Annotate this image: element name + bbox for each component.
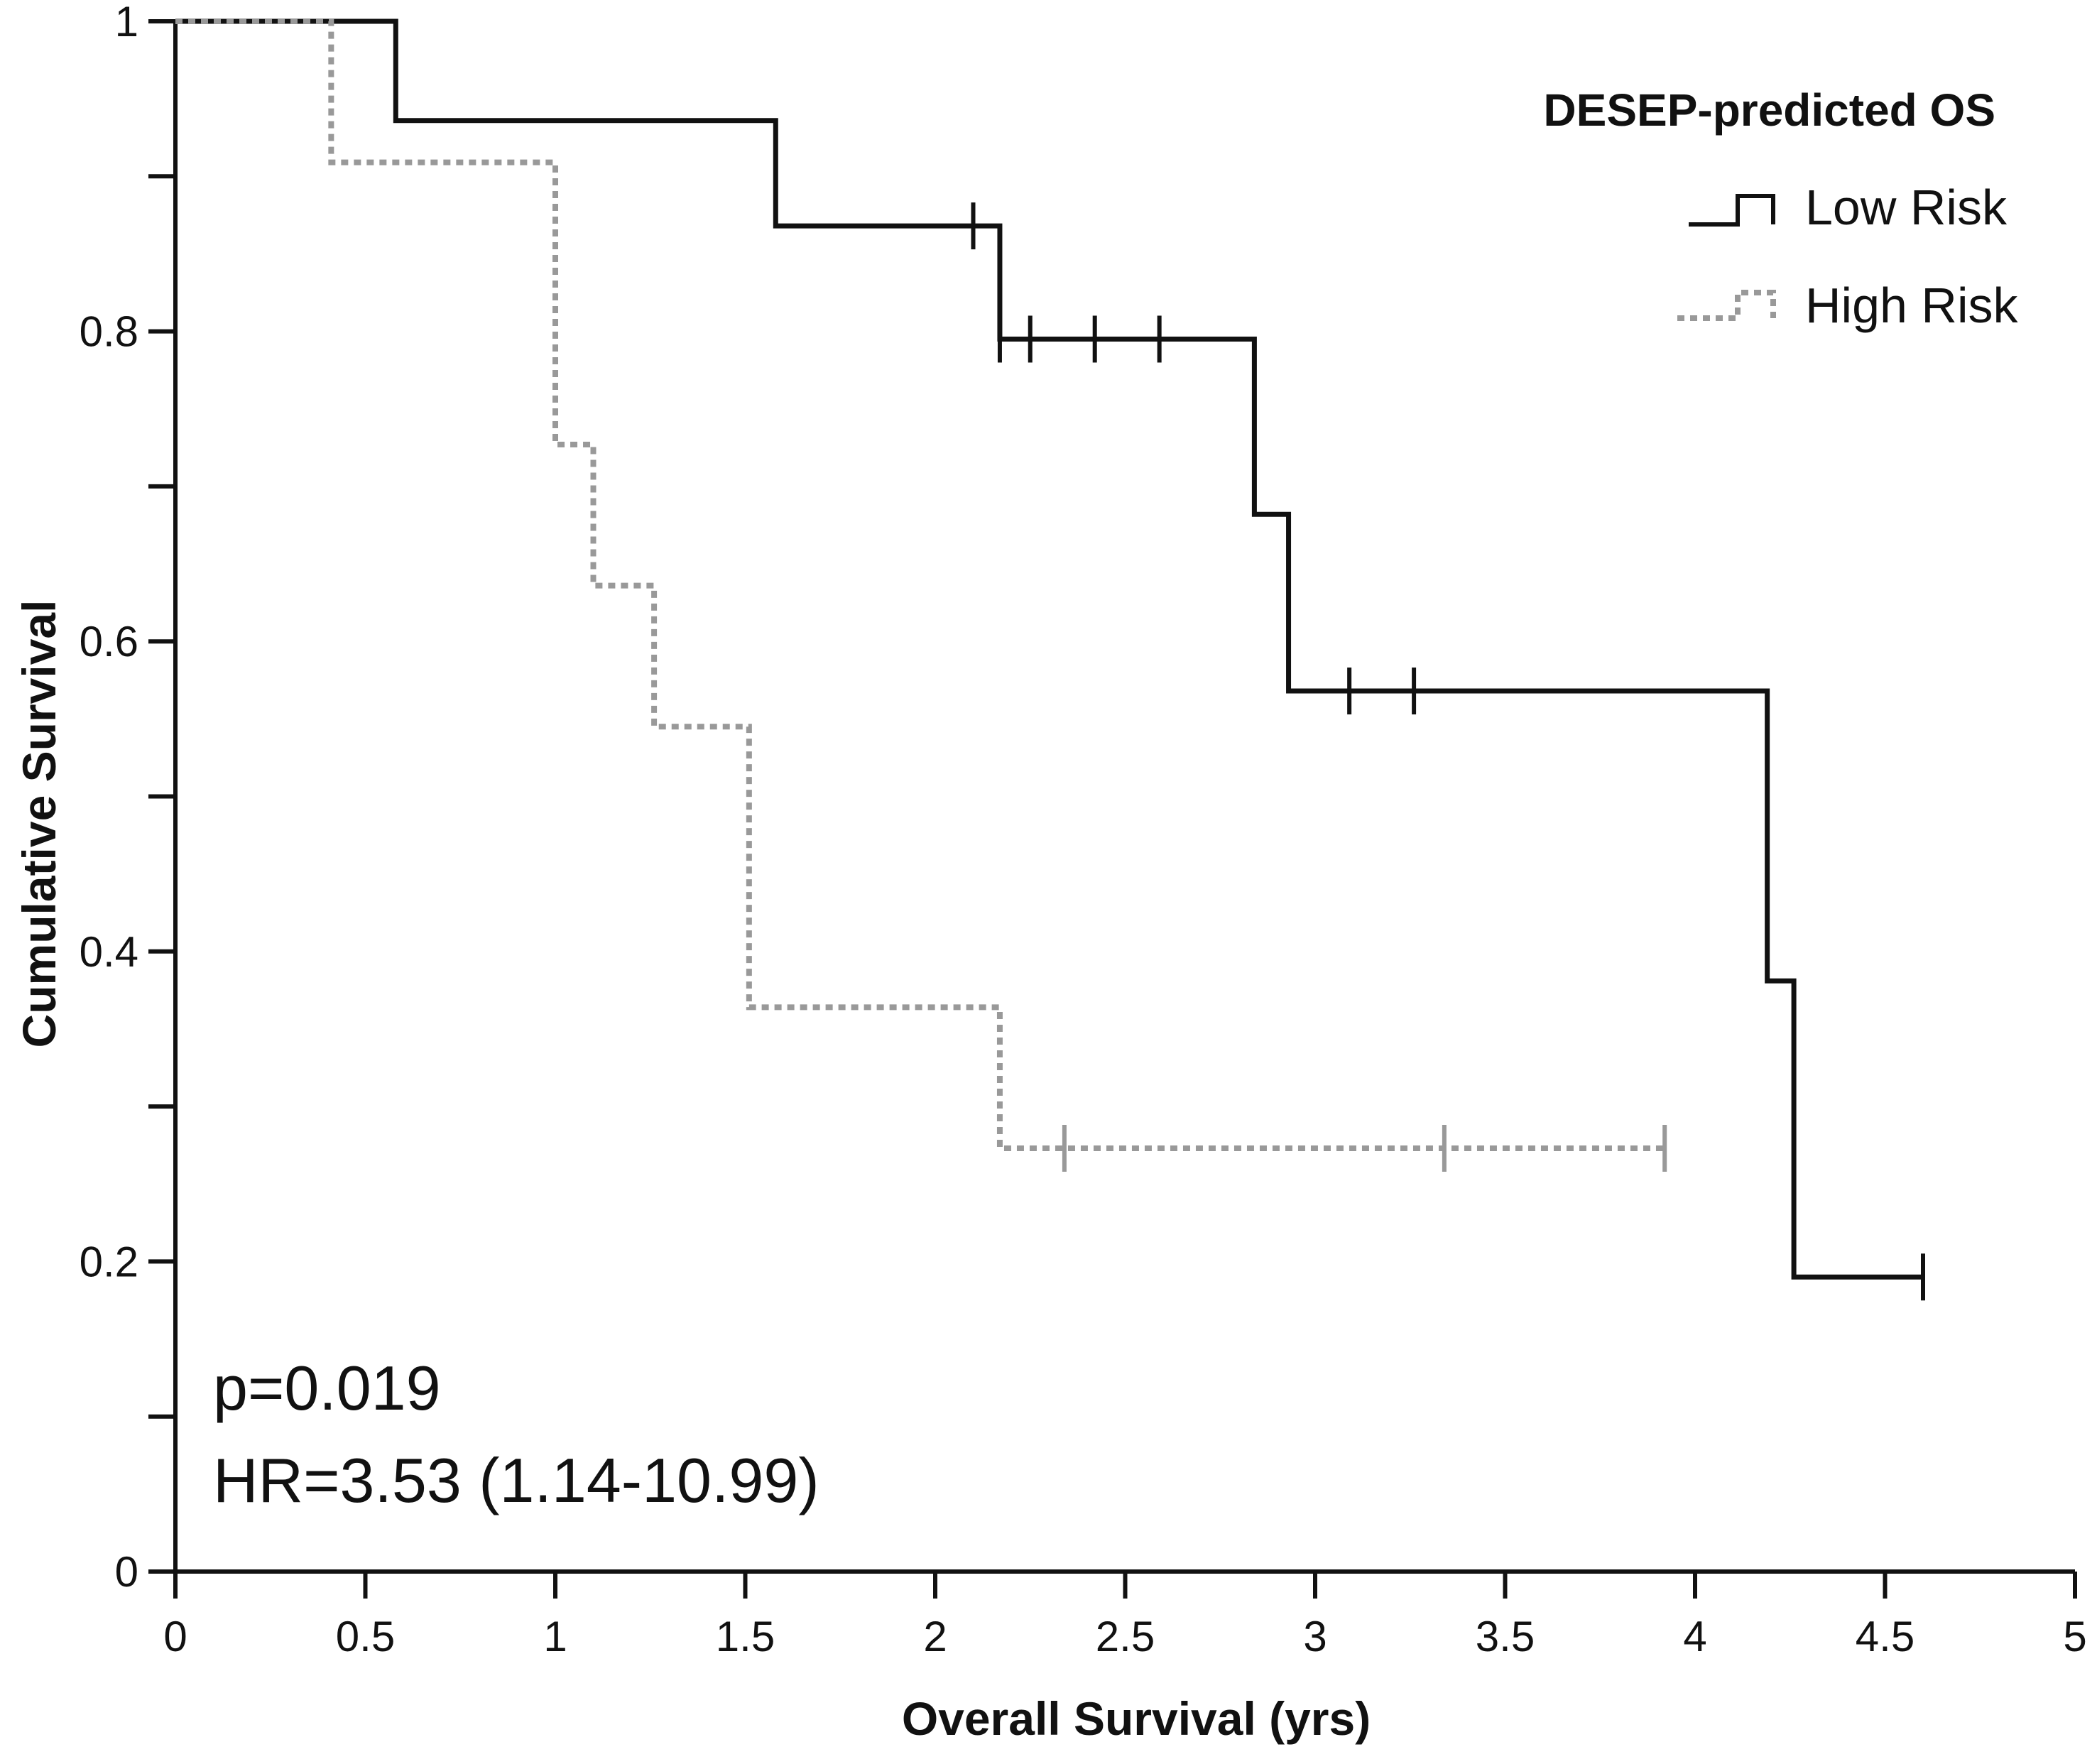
legend-low-risk-label: Low Risk xyxy=(1805,180,2008,235)
y-tick-label: 0.8 xyxy=(80,308,138,356)
x-tick-label: 1.5 xyxy=(716,1613,775,1660)
axes xyxy=(173,21,2075,1574)
x-tick-label: 5 xyxy=(2063,1613,2086,1660)
x-tick-label: 2.5 xyxy=(1096,1613,1155,1660)
x-tick-label: 4.5 xyxy=(1856,1613,1914,1660)
p-value-annotation: p=0.019 xyxy=(213,1353,441,1423)
y-tick-label: 0.2 xyxy=(80,1238,138,1285)
legend-title: DESEP-predicted OS xyxy=(1543,85,1995,136)
legend-low-risk-swatch xyxy=(1689,194,1775,227)
hazard-ratio-annotation: HR=3.53 (1.14-10.99) xyxy=(213,1445,819,1515)
y-axis-title: Cumulative Survival xyxy=(13,600,65,1048)
x-tick-label: 3 xyxy=(1303,1613,1327,1660)
y-tick-label: 1 xyxy=(115,0,138,45)
x-tick-label: 2 xyxy=(923,1613,947,1660)
x-tick-label: 3.5 xyxy=(1476,1613,1535,1660)
legend: DESEP-predicted OS Low Risk High Risk xyxy=(1543,85,2018,333)
annotations: p=0.019 HR=3.53 (1.14-10.99) xyxy=(213,1353,819,1515)
y-tick-label: 0.4 xyxy=(80,928,138,976)
high-risk-curve xyxy=(175,18,1665,1152)
x-tick-label: 1 xyxy=(543,1613,567,1660)
x-tick-label: 0 xyxy=(163,1613,187,1660)
x-tick-label: 4 xyxy=(1683,1613,1706,1660)
x-axis-title: Overall Survival (yrs) xyxy=(902,1692,1371,1745)
low-risk-curve xyxy=(175,18,1923,1280)
series xyxy=(175,18,1925,1301)
legend-high-risk-swatch xyxy=(1677,290,1776,321)
ticks: 0 0.2 0.4 0.6 0.8 1 0 0.5 1 1.5 2 2.5 3 3.5 4 4.5 5 xyxy=(80,0,2087,1660)
legend-high-risk-label: High Risk xyxy=(1805,278,2019,333)
y-tick-label: 0.6 xyxy=(80,618,138,665)
x-tick-label: 0.5 xyxy=(336,1613,395,1660)
y-tick-label: 0 xyxy=(115,1548,138,1596)
